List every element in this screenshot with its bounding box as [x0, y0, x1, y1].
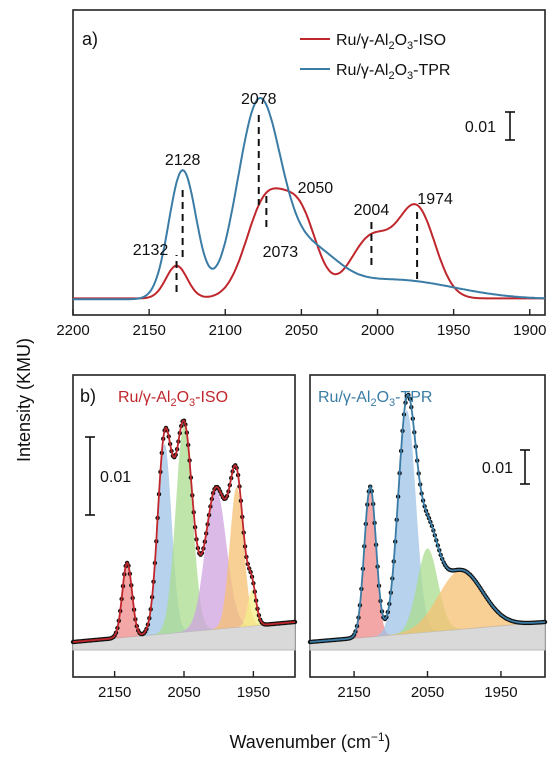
- x-tick-label: 2050: [285, 322, 318, 339]
- scale-bar-label: 0.01: [482, 460, 513, 477]
- fit-component: [371, 410, 443, 637]
- peak-label: 1974: [417, 191, 453, 208]
- y-axis-title: Intensity (KMU): [14, 338, 34, 462]
- x-tick-label: 2150: [132, 322, 165, 339]
- fit-curve: [72, 419, 296, 643]
- x-tick-label: 1900: [513, 322, 546, 339]
- panel-b-tpr-title: Ru/γ-Al2O3-TPR: [318, 389, 432, 409]
- x-tick-label: 2150: [98, 684, 131, 701]
- fit-component: [372, 570, 549, 637]
- peak-label: 2078: [241, 91, 277, 108]
- fit-component: [174, 488, 258, 633]
- series-line-tpr: [73, 96, 546, 301]
- x-tick-label: 1950: [237, 684, 270, 701]
- scale-bar-label: 0.01: [465, 119, 496, 136]
- peak-label: 2128: [165, 152, 201, 169]
- panel-b-iso-title: Ru/γ-Al2O3-ISO: [118, 389, 228, 409]
- x-tick-label: 2050: [411, 684, 444, 701]
- fit-component: [150, 425, 218, 635]
- x-tick-label: 2100: [209, 322, 242, 339]
- scale-bar-label: 0.01: [100, 469, 131, 486]
- x-axis-title: Wavenumber (cm−1): [229, 730, 390, 752]
- peak-label: 2004: [354, 202, 390, 219]
- x-tick-label: 1950: [484, 684, 517, 701]
- fit-component: [107, 562, 147, 639]
- panel-b-iso-plot: 2150 2050 1950 0.01: [70, 418, 298, 701]
- fit-component: [346, 486, 394, 639]
- peak-label: 2073: [263, 244, 299, 261]
- series-line-iso: [73, 187, 545, 300]
- fit-component: [235, 589, 269, 628]
- x-tick-label: 2150: [337, 684, 370, 701]
- legend-label-iso: Ru/γ-Al2O3-ISO: [336, 32, 446, 52]
- panel-a-frame: [72, 9, 546, 316]
- x-tick-label: 2000: [361, 322, 394, 339]
- panel-b-label: b): [80, 386, 96, 406]
- x-tick-label: 2200: [56, 322, 89, 339]
- fit-component: [209, 487, 265, 630]
- peak-label: 2050: [298, 180, 334, 197]
- fit-component: [136, 444, 193, 637]
- legend: Ru/γ-Al2O3-ISO Ru/γ-Al2O3-TPR: [300, 32, 450, 82]
- panel-b-tpr-plot: 2150 2050 1950 0.01: [307, 392, 549, 701]
- peak-label: 2132: [133, 242, 169, 259]
- panel-a-label: a): [82, 29, 98, 49]
- fit-component: [386, 548, 469, 636]
- fit-curve: [309, 393, 545, 643]
- panel-a-plot: 2200 2150 2100 2050 2000 1950 1900 2132 2128 2078…: [56, 91, 546, 339]
- x-tick-label: 2050: [167, 684, 200, 701]
- x-tick-label: 1950: [437, 322, 470, 339]
- legend-label-tpr: Ru/γ-Al2O3-TPR: [336, 62, 450, 82]
